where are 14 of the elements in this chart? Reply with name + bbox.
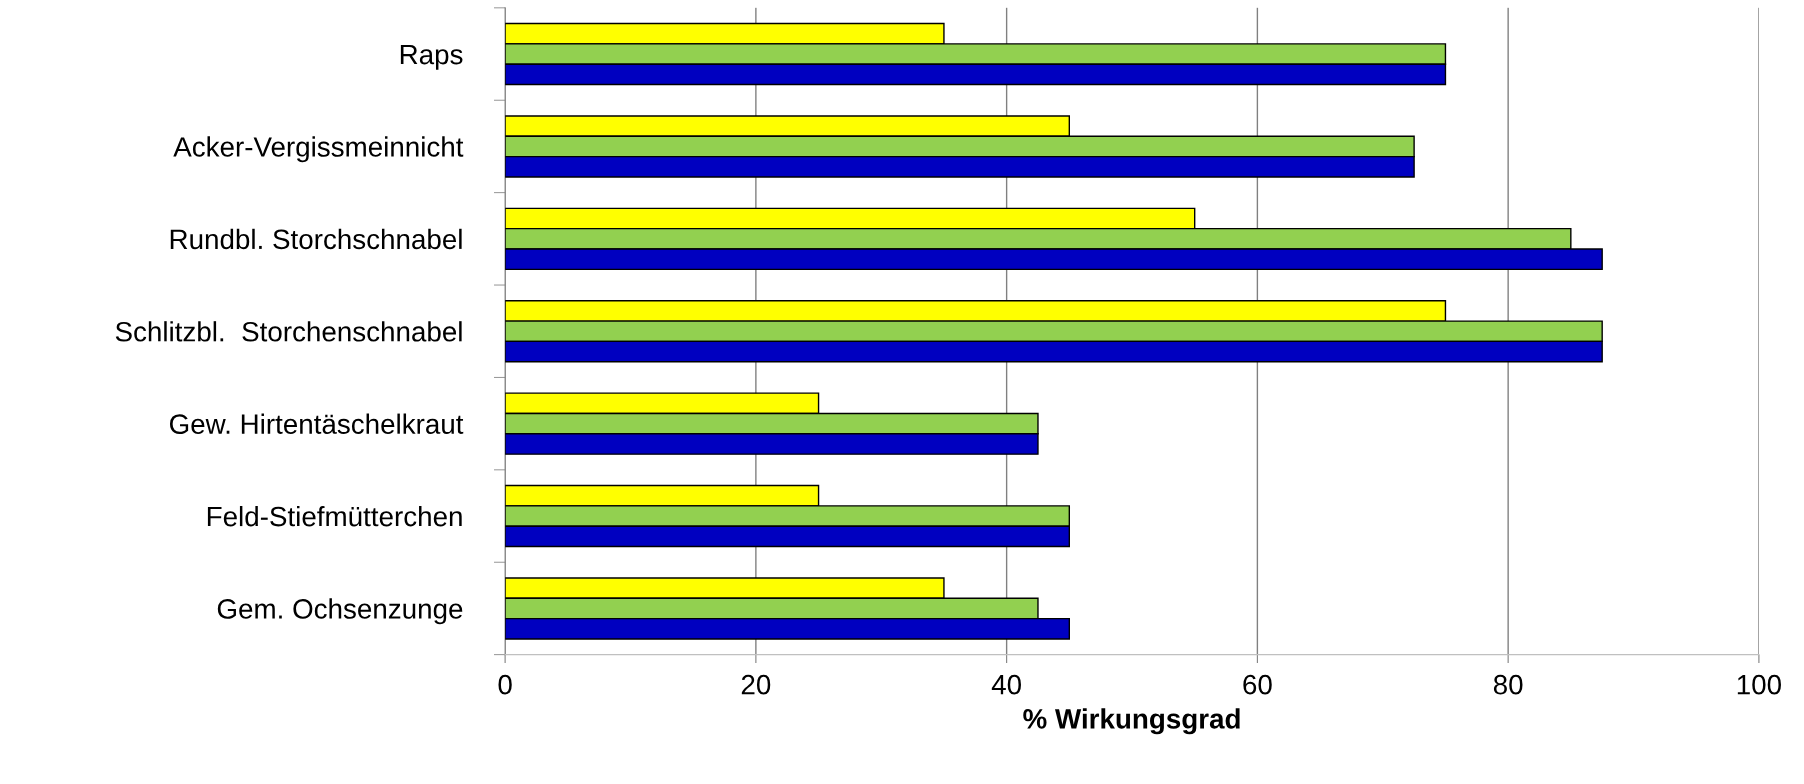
y-tick-label: Acker-Vergissmeinnicht xyxy=(173,136,464,163)
y-tick-label: Raps xyxy=(400,44,463,70)
x-tick-label: 100 xyxy=(1737,674,1781,695)
x-tick-label: 0 xyxy=(498,674,512,695)
y-tick-label: Schlitzbl. Storchenschnabel xyxy=(115,321,462,342)
y-tick-label: Rundbl. Storchschnabel xyxy=(170,228,462,250)
x-axis-title: % Wirkungsgrad xyxy=(1023,708,1240,735)
x-tick-label: 40 xyxy=(991,674,1021,695)
x-tick-label: 60 xyxy=(1243,674,1272,695)
y-tick-label: Gem. Ochsenzunge xyxy=(217,598,463,625)
y-tick-label: Gew. Hirtentäschelkraut xyxy=(169,413,464,434)
y-tick-label: Feld-Stiefmütterchen xyxy=(207,505,462,527)
x-tick-label: 80 xyxy=(1493,674,1523,695)
x-tick-label: 20 xyxy=(741,674,771,695)
